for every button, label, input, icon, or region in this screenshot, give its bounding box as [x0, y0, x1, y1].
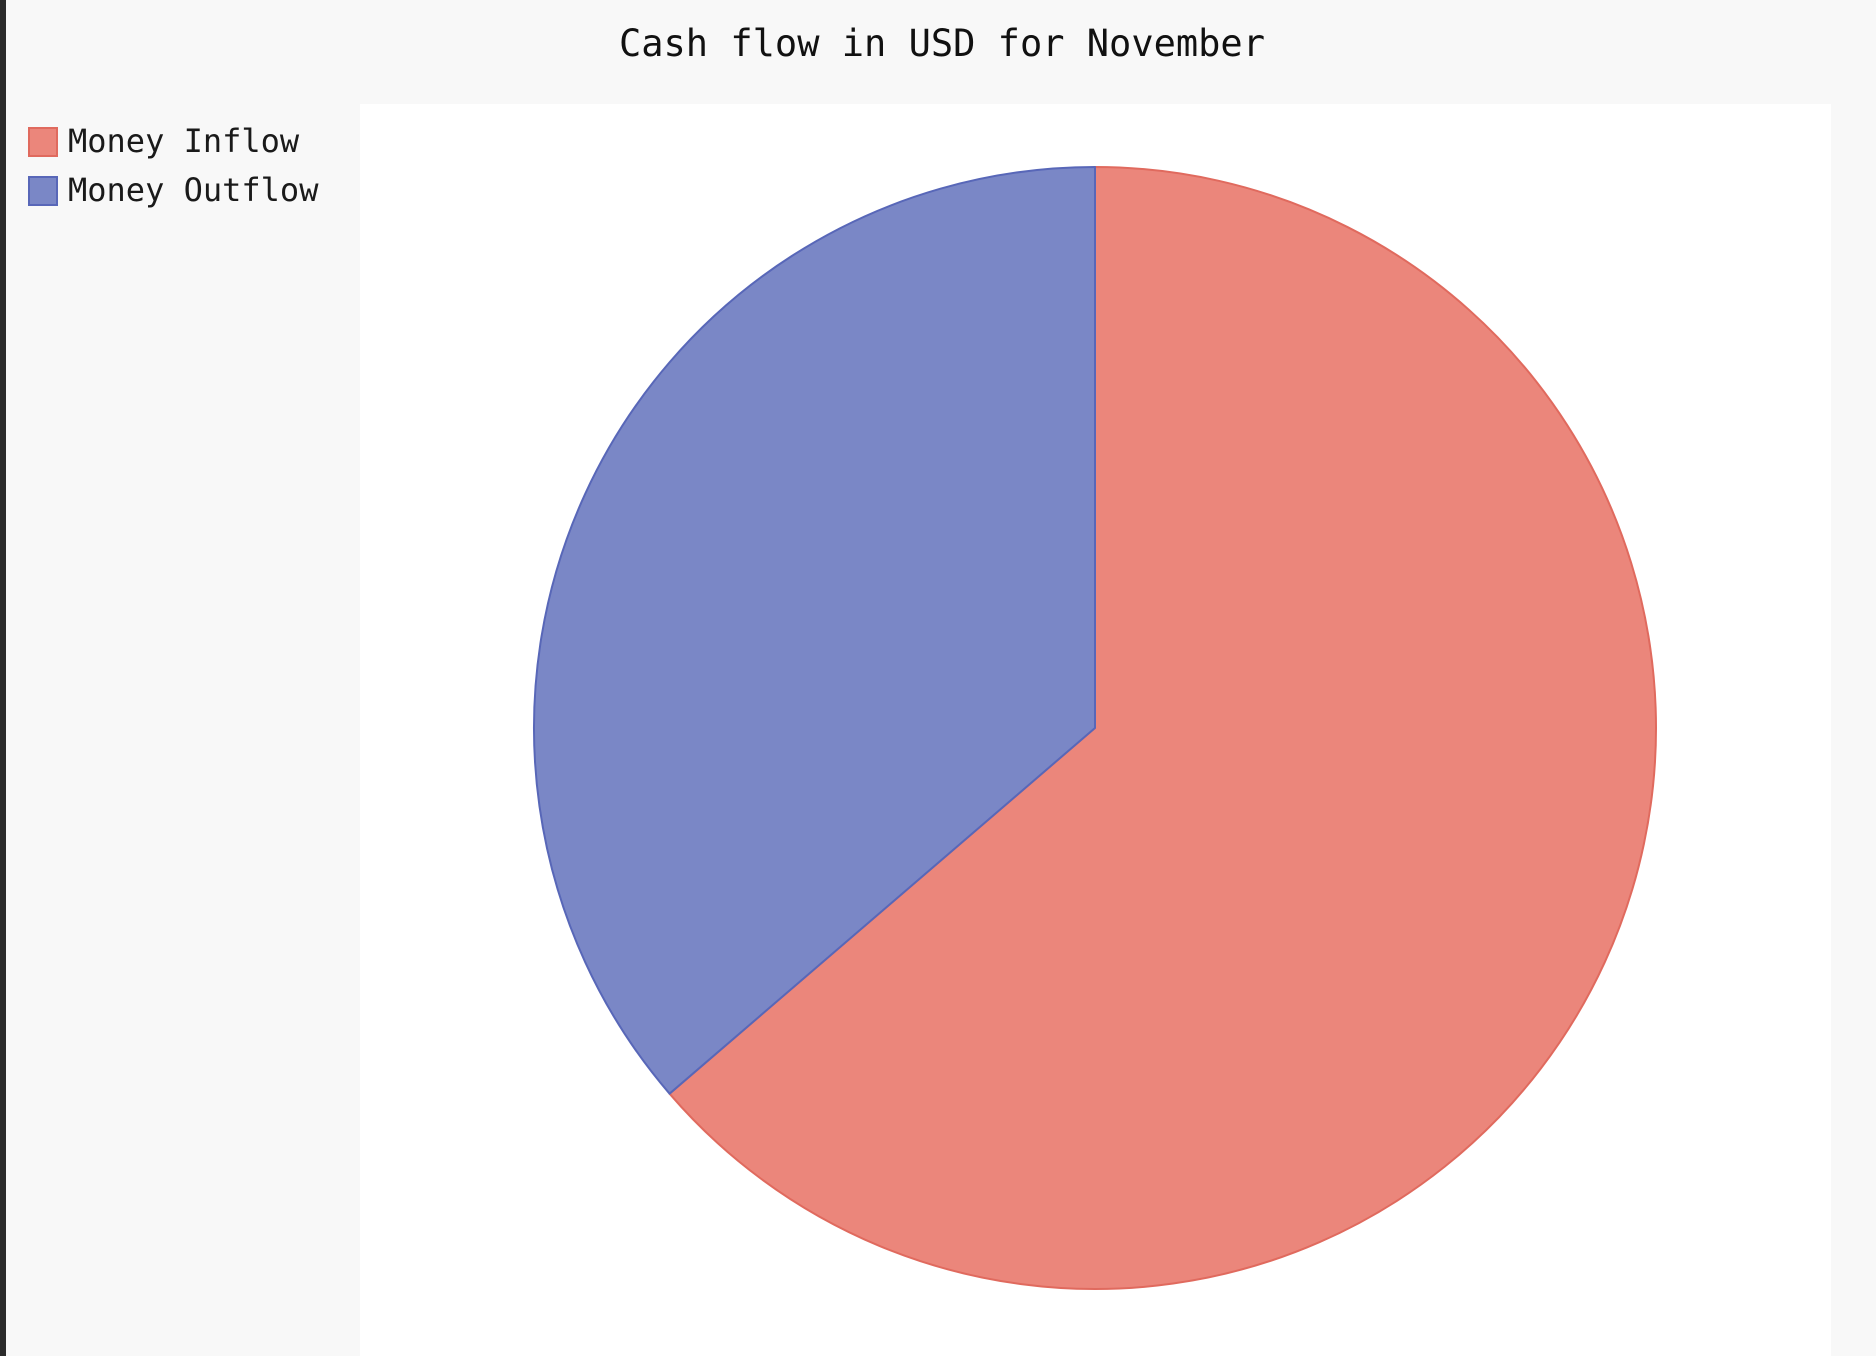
window-edge — [0, 0, 6, 1356]
pie-slices — [533, 166, 1657, 1290]
legend-label-money-outflow: Money Outflow — [68, 171, 319, 209]
legend-label-money-inflow: Money Inflow — [68, 122, 300, 160]
legend-item-money-inflow[interactable]: Money Inflow — [28, 122, 300, 160]
chart-title: Cash flow in USD for November — [619, 22, 1265, 65]
legend-swatch-money-inflow — [28, 127, 58, 157]
pie-slice-money-outflow[interactable] — [533, 166, 1096, 1095]
legend-item-money-outflow[interactable]: Money Outflow — [28, 171, 319, 209]
legend-swatch-money-outflow — [28, 176, 58, 206]
pie-slice-money-inflow[interactable] — [668, 166, 1657, 1290]
legend: Money Inflow Money Outflow — [28, 122, 319, 209]
